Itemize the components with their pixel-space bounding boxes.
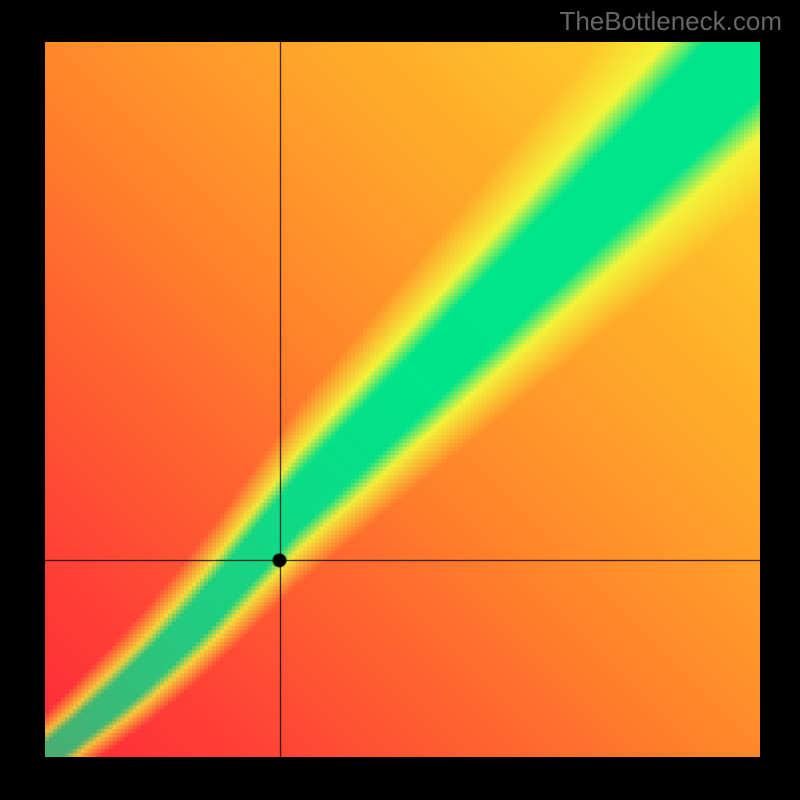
frame: TheBottleneck.com bbox=[0, 0, 800, 800]
crosshair-overlay bbox=[45, 42, 760, 757]
watermark-text: TheBottleneck.com bbox=[559, 6, 782, 37]
